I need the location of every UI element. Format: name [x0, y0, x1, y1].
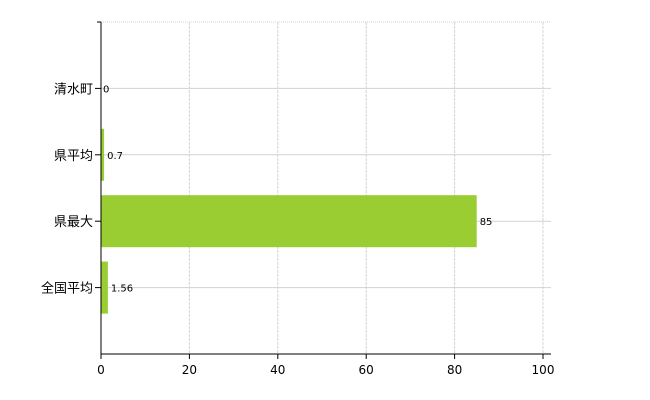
data-label: 0.7 — [107, 151, 123, 162]
data-label: 85 — [480, 217, 493, 228]
category-label: 県平均 — [54, 149, 93, 164]
category-label: 清水町 — [54, 82, 93, 97]
category-label: 県最大 — [54, 215, 93, 230]
bar — [101, 261, 108, 314]
x-tick-label: 80 — [447, 363, 462, 377]
x-tick-label: 40 — [270, 363, 285, 377]
data-label: 0 — [103, 84, 109, 95]
bar — [101, 128, 105, 181]
x-tick-label: 0 — [97, 363, 105, 377]
x-tick-label: 100 — [532, 363, 555, 377]
x-tick-label: 60 — [359, 363, 374, 377]
x-tick-label: 20 — [182, 363, 197, 377]
bar — [101, 195, 477, 248]
data-label: 1.56 — [111, 284, 133, 295]
category-label: 全国平均 — [41, 281, 93, 297]
